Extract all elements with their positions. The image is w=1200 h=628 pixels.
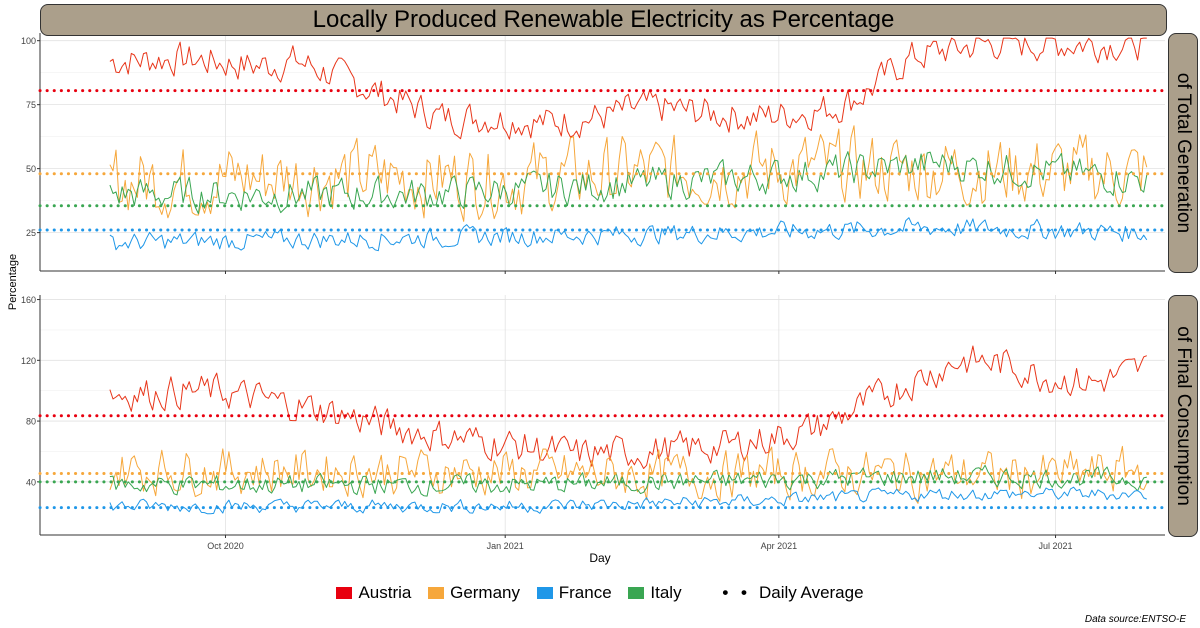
y-tick-label: 160 <box>21 295 36 305</box>
legend-item-france: France <box>536 583 612 603</box>
series-line-austria <box>109 37 1147 140</box>
strip-label: of Final Consumption <box>1173 326 1194 506</box>
x-tick-label: Apr 2021 <box>761 541 798 551</box>
legend-swatch <box>336 586 353 599</box>
series-line-france <box>109 486 1147 515</box>
series-line-austria <box>109 345 1147 469</box>
legend-item-germany: Germany <box>428 583 520 603</box>
y-tick-label: 80 <box>26 417 36 427</box>
legend: Austria Germany France Italy • • Daily Av… <box>0 582 1200 604</box>
x-axis-label: Day <box>589 551 611 565</box>
legend-swatch <box>428 586 445 599</box>
legend-swatch <box>536 586 553 599</box>
x-tick-label: Jul 2021 <box>1039 541 1073 551</box>
y-tick-label: 75 <box>26 100 36 110</box>
x-tick-label: Jan 2021 <box>487 541 524 551</box>
legend-item-italy: Italy <box>628 583 682 603</box>
dotted-line-icon: • • <box>722 582 751 602</box>
panel-background <box>40 295 1165 535</box>
y-tick-label: 120 <box>21 356 36 366</box>
series-line-germany <box>109 125 1148 222</box>
y-tick-label: 100 <box>21 36 36 46</box>
series-line-france <box>109 217 1148 252</box>
legend-item-daily-average: • • Daily Average <box>722 582 864 602</box>
y-tick-label: 50 <box>26 164 36 174</box>
legend-swatch <box>628 586 645 599</box>
strip-label: of Total Generation <box>1173 72 1194 234</box>
series-line-italy <box>109 464 1147 497</box>
data-source-note: Data source:ENTSO-E <box>1084 614 1186 625</box>
series-line-italy <box>109 151 1148 215</box>
x-tick-label: Oct 2020 <box>207 541 244 551</box>
y-tick-label: 40 <box>26 477 36 487</box>
y-axis-label: Percentage <box>7 253 19 311</box>
panel-background <box>40 33 1165 271</box>
legend-item-austria: Austria <box>336 583 411 603</box>
y-tick-label: 25 <box>26 228 36 238</box>
panel-strip-total-generation: of Total Generation <box>1168 33 1198 273</box>
panel-strip-final-consumption: of Final Consumption <box>1168 295 1198 537</box>
chart-title: Locally Produced Renewable Electricity a… <box>40 4 1167 36</box>
